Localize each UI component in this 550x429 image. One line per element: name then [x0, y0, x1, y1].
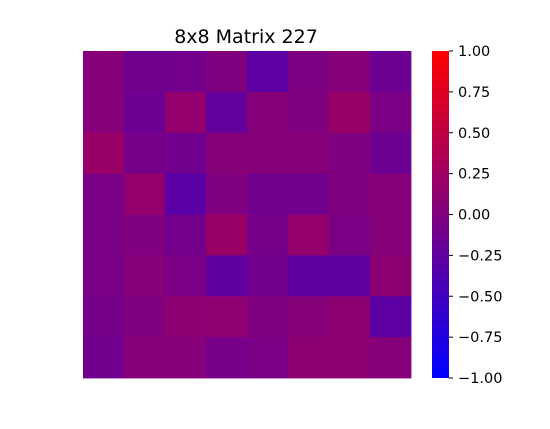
colorbar-tick-label: −0.75 [458, 330, 502, 346]
colorbar-tick-label: 0.25 [458, 167, 490, 183]
heatmap-cell-r4-c1 [124, 214, 166, 256]
heatmap-cell-r0-c1 [124, 51, 166, 93]
heatmap-cell-r6-c6 [329, 296, 371, 338]
heatmap-cell-r4-c0 [83, 214, 125, 256]
heatmap-cell-r5-c4 [247, 255, 289, 297]
heatmap-cell-r2-c6 [329, 132, 371, 175]
heatmap-cell-r4-c6 [329, 214, 371, 256]
heatmap-cell-r6-c5 [288, 296, 330, 338]
heatmap-cell-r3-c6 [329, 173, 371, 215]
heatmap-cell-r2-c5 [288, 132, 330, 175]
heatmap-cell-r1-c6 [329, 91, 371, 134]
heatmap-cell-r6-c1 [124, 296, 166, 338]
heatmap-cell-r4-c5 [288, 214, 330, 256]
heatmap-cell-r4-c3 [206, 214, 248, 256]
heatmap-cell-r6-c7 [370, 296, 412, 338]
heatmap-cell-r5-c2 [165, 255, 207, 297]
heatmap-cell-r1-c1 [124, 91, 166, 134]
heatmap-cell-r0-c7 [370, 51, 412, 93]
heatmap-cell-r4-c7 [370, 214, 412, 256]
heatmap-cell-r1-c2 [165, 91, 207, 134]
heatmap-cell-r5-c6 [329, 255, 371, 297]
heatmap-cell-r7-c4 [247, 337, 289, 379]
heatmap-cell-r6-c3 [206, 296, 248, 338]
colorbar-tick-label: 0.50 [458, 126, 490, 142]
colorbar-tick-label: −0.50 [458, 289, 502, 305]
colorbar-tick-label: 1.00 [458, 44, 490, 60]
heatmap-cell-r2-c4 [247, 132, 289, 175]
colorbar-tick-label: −1.00 [458, 371, 502, 387]
heatmap-cell-r7-c7 [370, 337, 412, 379]
colorbar-ticks: 1.00 0.75 0.50 0.25 0.00 −0.25 −0.50 −0.75 −1.00 [449, 44, 502, 387]
heatmap-cell-r3-c5 [288, 173, 330, 215]
heatmap-cell-r0-c3 [206, 51, 248, 93]
heatmap-cell-r6-c0 [83, 296, 125, 338]
colorbar-tick-label: 0.75 [458, 85, 490, 101]
heatmap-cell-r2-c7 [370, 132, 412, 175]
heatmap-cell-r3-c3 [206, 173, 248, 215]
heatmap-cell-r7-c0 [83, 337, 125, 379]
heatmap-cell-r2-c0 [83, 132, 125, 175]
heatmap-cell-r2-c3 [206, 132, 248, 175]
heatmap-cell-r1-c3 [206, 91, 248, 134]
colorbar-tick-label: −0.25 [458, 248, 502, 264]
heatmap-cell-r3-c2 [165, 173, 207, 215]
heatmap-cell-r0-c4 [247, 51, 289, 93]
heatmap-cell-r0-c6 [329, 51, 371, 93]
heatmap-cell-r3-c7 [370, 173, 412, 215]
heatmap-cell-r0-c5 [288, 51, 330, 93]
heatmap-cell-r6-c4 [247, 296, 289, 338]
heatmap-cell-r6-c2 [165, 296, 207, 338]
heatmap-cell-r5-c3 [206, 255, 248, 297]
heatmap-cell-r0-c2 [165, 51, 207, 93]
heatmap-cell-r5-c0 [83, 255, 125, 297]
heatmap-cell-r7-c1 [124, 337, 166, 379]
heatmap-cell-r3-c1 [124, 173, 166, 215]
heatmap-cell-r7-c6 [329, 337, 371, 379]
heatmap-cell-r3-c4 [247, 173, 289, 215]
colorbar-tick-label: 0.00 [458, 208, 490, 224]
heatmap-cell-r4-c4 [247, 214, 289, 256]
heatmap-cell-r2-c1 [124, 132, 166, 175]
heatmap-cell-r1-c0 [83, 91, 125, 134]
heatmap-cell-r2-c2 [165, 132, 207, 175]
heatmap-cell-r5-c5 [288, 255, 330, 297]
chart-title: 8x8 Matrix 227 [174, 26, 318, 48]
heatmap-cell-r7-c3 [206, 337, 248, 379]
heatmap-grid [83, 51, 412, 379]
heatmap-cell-r0-c0 [83, 51, 125, 93]
heatmap-cell-r5-c1 [124, 255, 166, 297]
heatmap-cell-r1-c5 [288, 91, 330, 134]
heatmap-cell-r7-c2 [165, 337, 207, 379]
heatmap-cell-r4-c2 [165, 214, 207, 256]
heatmap-cell-r1-c4 [247, 91, 289, 134]
heatmap-cell-r7-c5 [288, 337, 330, 379]
colorbar [432, 51, 449, 378]
heatmap-cell-r5-c7 [370, 255, 412, 297]
heatmap-cell-r3-c0 [83, 173, 125, 215]
heatmap-cell-r1-c7 [370, 91, 412, 134]
